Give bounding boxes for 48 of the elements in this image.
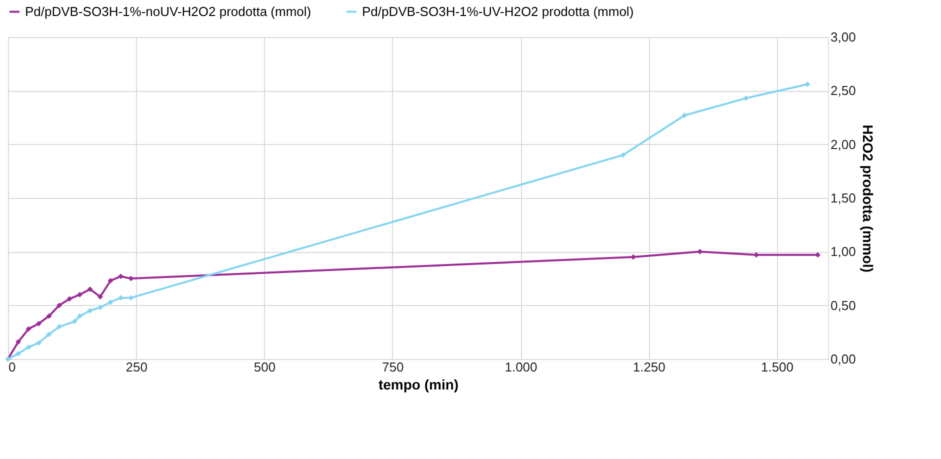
point [754, 252, 759, 258]
x-tick-label: 500 [254, 360, 276, 374]
point [128, 276, 134, 282]
y-tick-label: 2,00 [830, 136, 856, 152]
point [46, 313, 52, 319]
point [630, 254, 636, 260]
y-tick-label: 2,50 [830, 83, 856, 98]
x-tick-label: 250 [126, 360, 148, 374]
point [56, 324, 62, 330]
y-tick-label: 1,50 [830, 190, 856, 206]
point [16, 350, 21, 356]
point [804, 81, 810, 87]
point [36, 340, 42, 346]
point [36, 320, 42, 326]
point [66, 296, 72, 302]
point [46, 332, 52, 338]
point [743, 95, 749, 101]
point [98, 304, 103, 310]
x-tick-label: 1.250 [632, 360, 666, 374]
point [77, 292, 82, 298]
x-tick-label: 750 [382, 360, 404, 374]
legend-label: Pd/pDVB-SO3H-1%-UV-H2O2 prodotta (mmol) [362, 4, 634, 19]
point [26, 344, 32, 350]
point [87, 286, 93, 292]
point [26, 326, 32, 332]
point [56, 302, 62, 308]
x-axis-title: tempo (min) [378, 376, 459, 392]
point [77, 313, 82, 319]
point [815, 252, 820, 258]
point [98, 294, 103, 300]
x-tick-label: 0 [8, 360, 16, 374]
point [620, 152, 626, 158]
y-tick-label: 1,00 [830, 244, 856, 260]
x-tick-label: 1.500 [760, 360, 794, 374]
point [87, 308, 93, 314]
y-tick-label: 0,50 [830, 298, 856, 313]
y-tick-label: 3,00 [830, 30, 856, 44]
y-tick-label: 0,00 [830, 352, 856, 366]
point [118, 295, 124, 301]
legend-label: Pd/pDVB-SO3H-1%-noUV-H2O2 prodotta (mmol) [25, 4, 312, 19]
point [108, 278, 114, 284]
point [72, 318, 78, 324]
point [118, 274, 124, 280]
x-tick-label: 1.000 [504, 360, 538, 374]
point [108, 299, 114, 305]
y-axis-title: H2O2 prodotta (mmol) [860, 124, 876, 272]
point [682, 112, 688, 118]
point [16, 339, 21, 345]
